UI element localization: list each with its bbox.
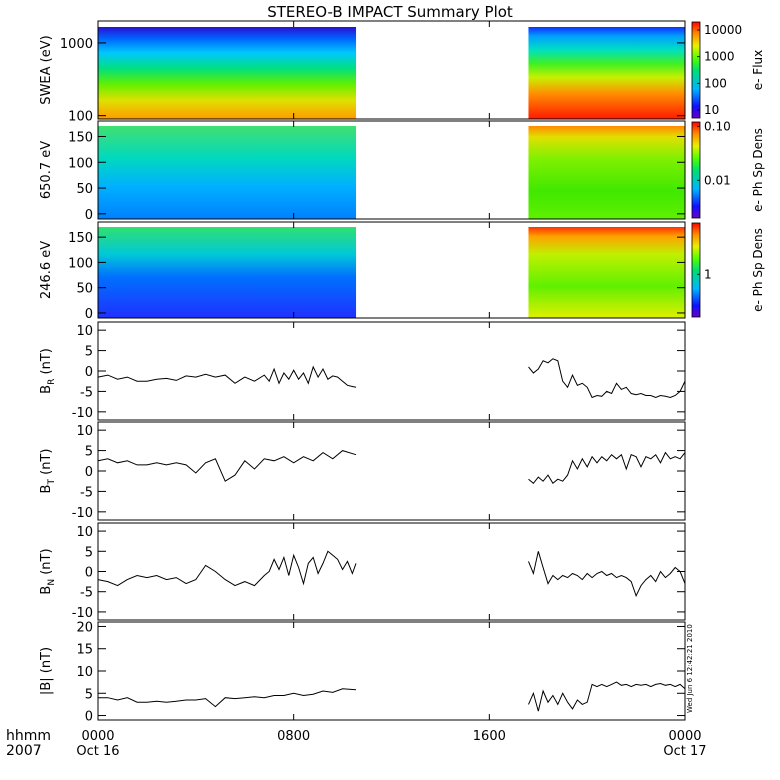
y-tick-label: 10	[76, 424, 93, 439]
colorbar-label: e- Ph Sp Dens	[751, 128, 765, 212]
panel-3: 1 e- Ph Sp Dens 0 50 100 150 246.6 eV	[39, 221, 765, 322]
y-tick-label: 100	[68, 110, 93, 125]
colorbar-tick-label: 10000	[704, 23, 742, 37]
y-tick-label: -10	[72, 506, 93, 521]
panel-5: -10 -5 0 5 10 BT (nT)	[39, 421, 686, 521]
footer-year: 2007	[6, 743, 42, 759]
y-tick-label: 10	[76, 665, 93, 680]
series-line-segment-1	[97, 550, 357, 587]
y-tick-label: 10	[76, 525, 93, 540]
series-line-segment-1	[98, 688, 357, 708]
panel-7: 0 5 10 15 20 |B| (nT)	[39, 620, 686, 725]
y-tick-label: 5	[85, 687, 93, 702]
colorbar-label: e- Ph Sp Dens	[751, 228, 765, 312]
y-tick-label: -10	[72, 606, 93, 621]
panel-frame	[97, 20, 686, 120]
colorbar-tick-label: 0.01	[704, 173, 731, 187]
x-tick-label-time: 0000	[668, 729, 701, 744]
series-line-segment-2	[528, 451, 686, 485]
colorbar-tick-label: 10	[704, 103, 719, 117]
panel-frame	[97, 421, 686, 521]
colorbar-tick-label: 1000	[704, 50, 735, 64]
y-axis-label: BT (nT)	[39, 449, 57, 494]
y-tick-label: 1000	[60, 37, 93, 52]
footer-time-label: hhmm	[6, 728, 51, 744]
y-tick-label: 100	[68, 256, 93, 271]
panel-frame	[97, 621, 686, 721]
y-tick-label: -5	[80, 385, 93, 400]
y-tick-label: 0	[85, 307, 93, 322]
heatmap-segment-left	[98, 27, 357, 119]
panel-4: -10 -5 0 5 10 BR (nT)	[39, 321, 686, 421]
y-tick-label: 0	[85, 208, 93, 223]
panel-6: -10 -5 0 5 10 BN (nT)	[39, 522, 686, 621]
y-tick-label: 150	[68, 130, 93, 145]
x-tick-label-date: Oct 17	[663, 744, 706, 759]
colorbar-tick-label: 0.10	[704, 119, 731, 133]
y-tick-label: -5	[80, 586, 93, 601]
colorbar-tick-label: 1	[704, 267, 712, 281]
panel-frame	[97, 120, 686, 220]
x-tick-label-time: 0800	[277, 729, 310, 744]
series-line-segment-2	[528, 681, 686, 712]
heatmap-segment-right	[528, 27, 685, 119]
colorbar-label: e- Flux	[751, 50, 765, 90]
panel-1: 10 100 1000 10000 e- Flux 100 1000 SWEA (eV)	[39, 20, 765, 125]
x-tick-label-date: Oct 16	[76, 744, 119, 759]
y-axis-label: BN (nT)	[39, 548, 57, 594]
panel-2: 0.01 0.10 e- Ph Sp Dens 0 50 100 150 650.7 eV	[39, 119, 765, 223]
y-tick-label: 150	[68, 231, 93, 246]
y-axis-label: SWEA (eV)	[39, 35, 54, 104]
y-tick-label: 100	[68, 156, 93, 171]
x-tick-label-time: 1600	[473, 729, 506, 744]
colorbar-1	[691, 21, 701, 119]
panel-frame	[97, 522, 686, 621]
y-tick-label: -5	[80, 485, 93, 500]
x-tick-label-time: 0000	[81, 729, 114, 744]
y-tick-label: 0	[85, 566, 93, 581]
y-axis-label: 650.7 eV	[39, 141, 54, 199]
heatmap-segment-left	[98, 227, 357, 318]
y-tick-label: 5	[85, 545, 93, 560]
y-tick-label: 0	[85, 465, 93, 480]
series-line-segment-2	[528, 551, 686, 598]
y-tick-label: 0	[85, 710, 93, 725]
series-line-segment-1	[97, 450, 357, 482]
heatmap-segment-right	[528, 227, 685, 318]
series-line-segment-2	[528, 358, 686, 399]
y-tick-label: 15	[76, 643, 93, 658]
y-axis-label: |B| (nT)	[39, 647, 54, 695]
chart-title: STEREO-B IMPACT Summary Plot	[267, 3, 513, 21]
y-axis-label: BR (nT)	[39, 348, 57, 394]
y-tick-label: 50	[76, 182, 93, 197]
y-tick-label: 20	[76, 620, 93, 635]
series-line-segment-1	[97, 365, 357, 388]
panel-frame	[97, 221, 686, 319]
y-axis-label: 246.6 eV	[39, 241, 54, 299]
plot-timestamp: Wed Jun 6 12:42:21 2010	[686, 624, 694, 713]
y-tick-label: 10	[76, 324, 93, 339]
colorbar-2	[691, 121, 701, 219]
y-tick-label: 0	[85, 365, 93, 380]
heatmap-segment-right	[528, 126, 685, 219]
panel-frame	[97, 321, 686, 421]
y-tick-label: -10	[72, 406, 93, 421]
y-tick-label: 50	[76, 282, 93, 297]
y-tick-label: 5	[85, 345, 93, 360]
colorbar-3	[691, 222, 701, 318]
heatmap-segment-left	[98, 126, 357, 219]
y-tick-label: 5	[85, 445, 93, 460]
colorbar-tick-label: 100	[704, 76, 727, 90]
